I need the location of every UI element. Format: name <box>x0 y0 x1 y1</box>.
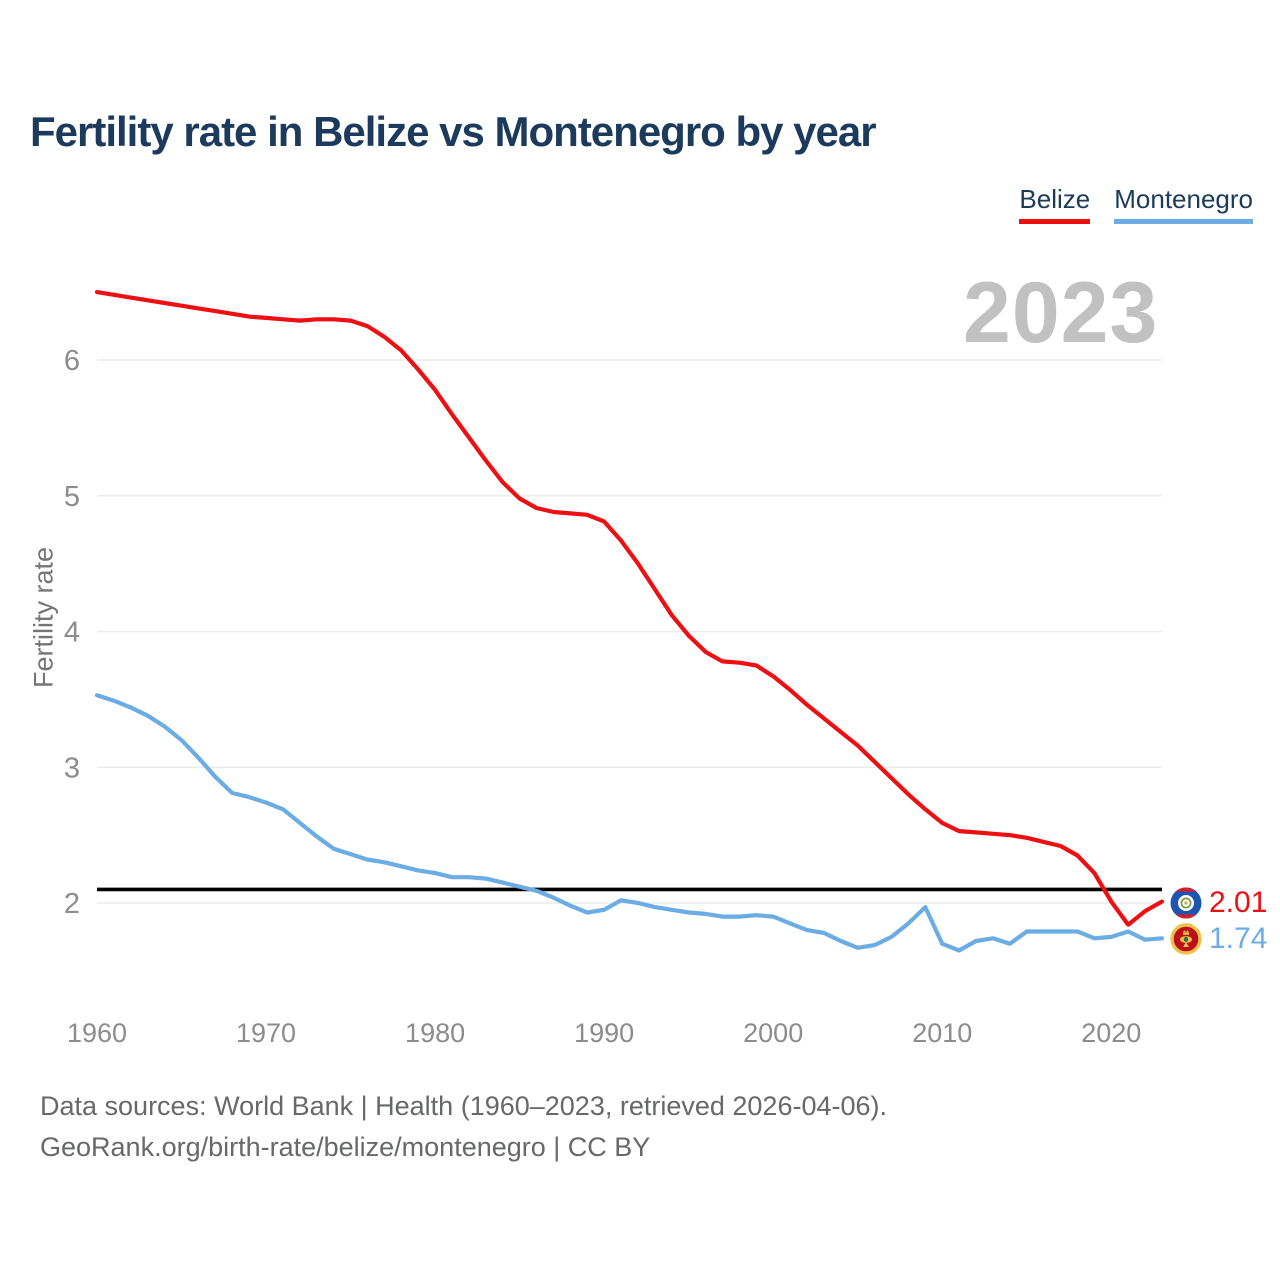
x-tick-label-1990: 1990 <box>574 1018 634 1048</box>
x-tick-label-2020: 2020 <box>1081 1018 1141 1048</box>
legend-label-belize: Belize <box>1019 184 1091 214</box>
y-tick-label-5: 5 <box>64 481 80 513</box>
y-tick-label-2: 2 <box>64 888 80 920</box>
end-label-belize: 2.01 <box>1170 886 1267 920</box>
series-line-belize <box>94 290 1165 927</box>
page-title: Fertility rate in Belize vs Montenegro b… <box>30 108 877 155</box>
end-value-belize: 2.01 <box>1209 886 1268 919</box>
montenegro-flag-icon <box>1170 923 1202 955</box>
legend-swatch-montenegro <box>1114 219 1253 224</box>
x-tick-label-1960: 1960 <box>67 1018 127 1048</box>
legend-item-belize[interactable]: Belize <box>1019 184 1091 224</box>
x-tick-label-1980: 1980 <box>405 1018 465 1048</box>
legend-label-montenegro: Montenegro <box>1114 184 1253 214</box>
y-tick-label-4: 4 <box>64 617 80 649</box>
legend-item-montenegro[interactable]: Montenegro <box>1114 184 1253 224</box>
footer-data-sources: Data sources: World Bank | Health (1960–… <box>40 1091 887 1121</box>
belize-flag-icon <box>1170 887 1202 919</box>
x-tick-label-2000: 2000 <box>743 1018 803 1048</box>
series-line-montenegro <box>94 693 1165 953</box>
footer: Data sources: World Bank | Health (1960–… <box>40 1086 887 1168</box>
year-watermark: 2023 <box>963 265 1159 361</box>
end-value-montenegro: 1.74 <box>1209 922 1268 955</box>
y-tick-label-3: 3 <box>64 752 80 784</box>
x-tick-label-2010: 2010 <box>912 1018 972 1048</box>
y-tick-label-6: 6 <box>64 345 80 377</box>
footer-attribution-link[interactable]: GeoRank.org/birth-rate/belize/montenegro… <box>40 1132 651 1162</box>
x-tick-label-1970: 1970 <box>236 1018 296 1048</box>
end-label-montenegro: 1.74 <box>1170 922 1267 956</box>
legend: Belize Montenegro <box>1019 184 1253 224</box>
legend-swatch-belize <box>1019 219 1091 224</box>
